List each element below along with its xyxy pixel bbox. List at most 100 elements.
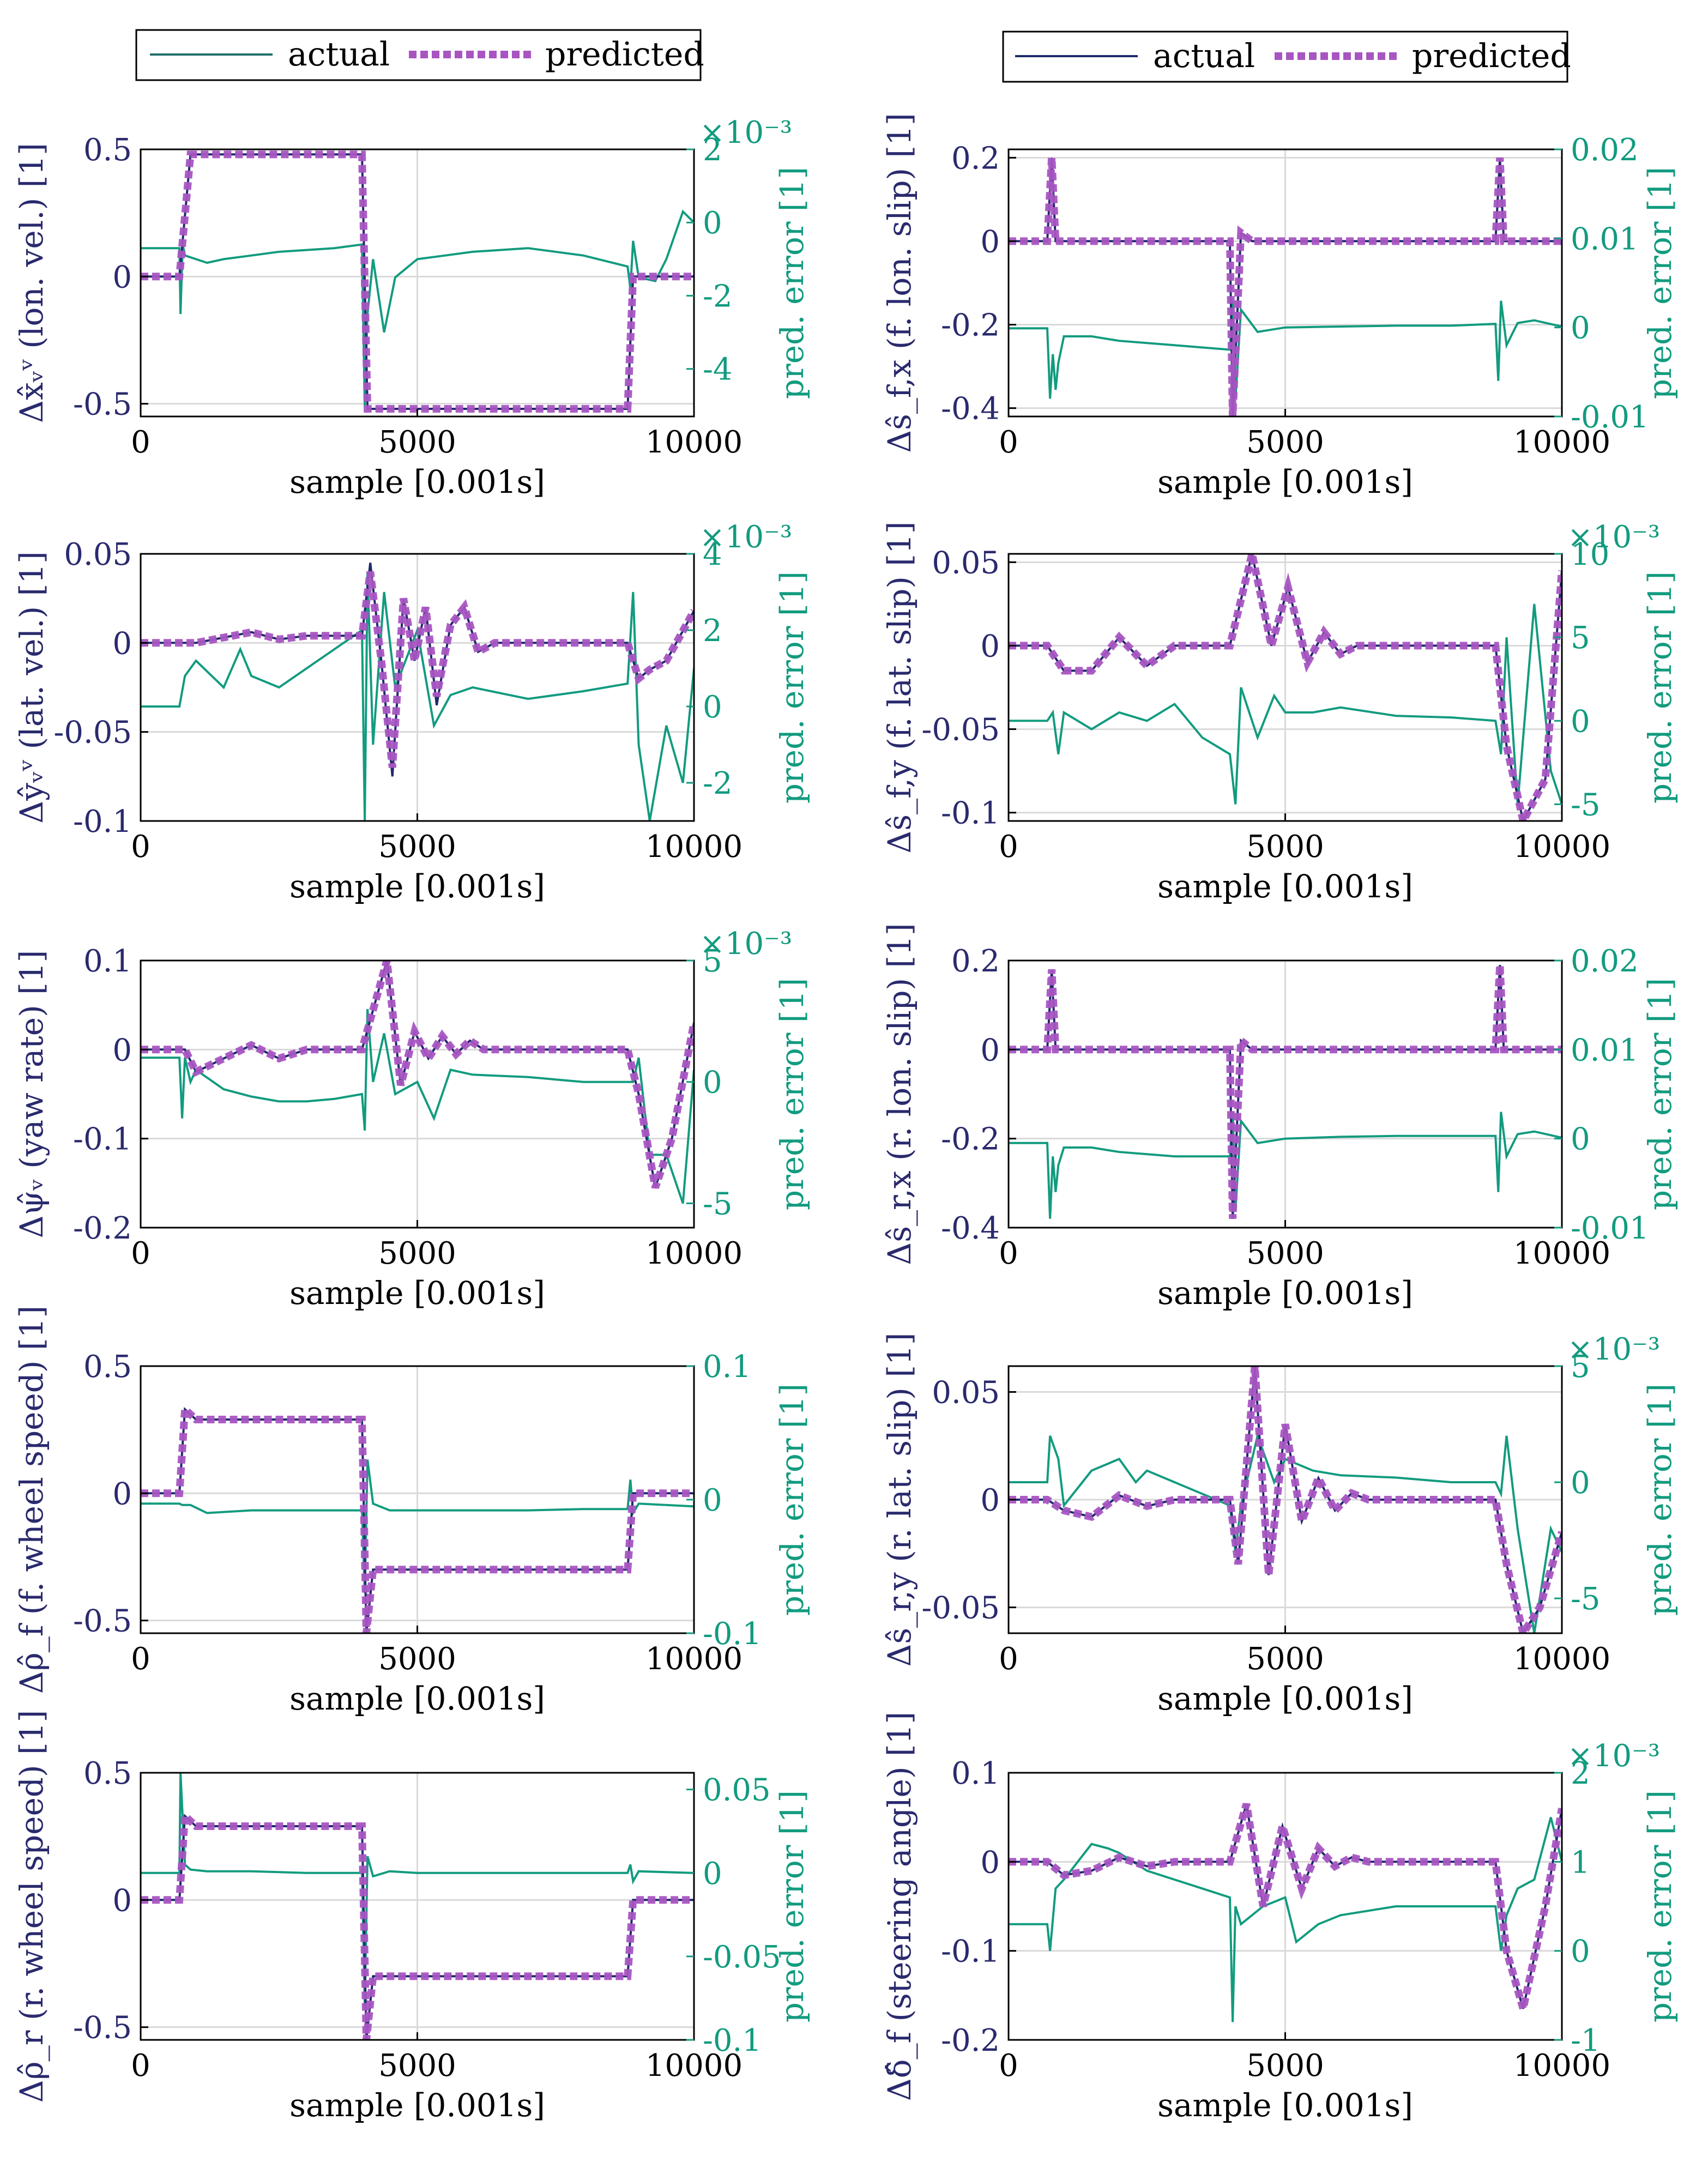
chart-p4: 0 5000 10000 0.05 0 -0.05 -0.1 10 5 0 -5 ×10⁻³ sampl… <box>881 520 1679 905</box>
y2-tick-label: 0 <box>703 1065 722 1101</box>
y2-tick-label: -5 <box>1571 1581 1601 1617</box>
x-tick-label: 10000 <box>1513 829 1610 865</box>
y2-tick-label: 0 <box>1571 311 1590 346</box>
x-tick-label: 0 <box>131 1236 150 1271</box>
series-error-line <box>1009 1817 1562 2022</box>
x-tick-label: 0 <box>131 425 150 460</box>
y-tick-label: 0 <box>112 1476 132 1512</box>
y-tick-label: -0.2 <box>941 2023 1000 2058</box>
series-error-line <box>141 1773 694 2007</box>
x-tick-label: 10000 <box>645 2048 743 2084</box>
y-tick-label: -0.05 <box>921 712 1000 748</box>
y-tick-label: -0.5 <box>73 387 132 422</box>
series-error-line <box>141 209 694 406</box>
series-group <box>1009 157 1562 416</box>
y-axis-label: Δŷᵥᵛ (lat. vel.) [1] <box>13 551 50 824</box>
series-predicted-line <box>1009 1366 1562 1633</box>
y-tick-label: 0 <box>980 1483 1000 1518</box>
x-tick-label: 5000 <box>1246 829 1324 865</box>
y2-tick-label: -2 <box>703 279 733 314</box>
y2-exponent-label: ×10⁻³ <box>699 520 792 555</box>
x-tick-label: 0 <box>999 1641 1018 1677</box>
x-tick-label: 0 <box>131 2048 150 2084</box>
x-tick-label: 5000 <box>378 1641 456 1677</box>
chart-p6: 0 5000 10000 0.2 0 -0.2 -0.4 0.02 0.01 0 -0.01 samp… <box>881 923 1679 1312</box>
y-tick-label: -0.4 <box>941 391 1000 427</box>
y2-tick-label: 0.02 <box>1571 132 1639 168</box>
y-tick-label: 0.2 <box>951 944 1000 979</box>
series-predicted-line <box>141 1401 694 1633</box>
y2-axis-label: pred. error [1] <box>774 167 811 399</box>
y2-tick-label: -0.1 <box>703 1616 762 1652</box>
y-axis-label: Δx̂ᵥᵛ (lon. vel.) [1] <box>13 143 50 423</box>
y-tick-label: -0.5 <box>73 1604 132 1639</box>
y-tick-label: -0.05 <box>921 1591 1000 1626</box>
y-tick-label: 0.2 <box>951 141 1000 176</box>
y2-tick-label: -5 <box>703 1186 733 1222</box>
y-tick-label: 0 <box>980 629 1000 664</box>
series-predicted-line <box>1009 157 1562 416</box>
y2-tick-label: 0.01 <box>1571 1032 1639 1068</box>
y2-exponent-label: ×10⁻³ <box>1567 1332 1660 1367</box>
legend-left: actual predicted <box>135 29 704 81</box>
y2-tick-label: -5 <box>1571 787 1601 823</box>
y-tick-label: -0.05 <box>53 715 132 751</box>
chart-p2: 0 5000 10000 0.2 0 -0.2 -0.4 0.02 0.01 0 -0.01 samp… <box>881 113 1679 500</box>
x-axis-label: sample [0.001s] <box>289 1680 545 1717</box>
y-tick-label: 0.5 <box>83 132 132 168</box>
y2-tick-label: 5 <box>1571 1349 1590 1385</box>
y-tick-label: -0.5 <box>73 2010 132 2046</box>
series-predicted-line <box>141 150 694 413</box>
y-tick-label: 0 <box>112 1883 132 1918</box>
y2-tick-label: 0.1 <box>703 1349 751 1385</box>
y-tick-label: 0.05 <box>932 1375 1000 1410</box>
chart-p10: 0 5000 10000 0.1 0 -0.1 -0.2 2 1 0 -1 ×10⁻³ sample [… <box>881 1712 1679 2124</box>
series-group <box>1009 964 1562 1219</box>
y2-tick-label: 0 <box>1571 1122 1590 1157</box>
y-tick-label: -0.1 <box>73 1122 132 1157</box>
y-axis-label: Δŝ_r,y (r. lat. slip) [1] <box>881 1332 918 1666</box>
series-group <box>1009 1803 1562 2022</box>
x-axis-label: sample [0.001s] <box>289 868 545 905</box>
y2-tick-label: -4 <box>703 352 733 388</box>
y2-tick-label: 0 <box>703 1483 722 1518</box>
y2-axis-label: pred. error [1] <box>1641 571 1679 804</box>
series-error-line <box>1009 300 1562 399</box>
y-tick-label: 0 <box>112 626 132 661</box>
series-group <box>1009 554 1562 821</box>
y2-tick-label: 0.05 <box>703 1773 771 1808</box>
x-tick-label: 0 <box>999 1236 1018 1271</box>
y2-tick-label: -0.1 <box>703 2023 762 2058</box>
y-tick-label: 0.05 <box>932 545 1000 581</box>
y-tick-label: 0 <box>980 224 1000 259</box>
y-axis-label: Δŝ_f,x (f. lon. slip) [1] <box>881 113 918 452</box>
y-tick-label: 0 <box>112 1032 132 1068</box>
y2-tick-label: 0 <box>703 206 722 241</box>
x-tick-label: 0 <box>131 1641 150 1677</box>
y2-exponent-label: ×10⁻³ <box>699 115 792 150</box>
legend-predicted-label: predicted <box>545 35 704 74</box>
legend-actual-label: actual <box>288 35 390 74</box>
y-tick-label: 0.5 <box>83 1349 132 1385</box>
series-predicted-line <box>1009 554 1562 821</box>
y2-tick-label: 0 <box>1571 1934 1590 1970</box>
y2-tick-label: -2 <box>703 766 733 801</box>
y2-tick-label: -0.05 <box>703 1940 781 1975</box>
x-axis-label: sample [0.001s] <box>289 1275 545 1312</box>
y-axis-label: Δψ̂ᵥ (yaw rate) [1] <box>13 950 50 1239</box>
y-tick-label: 0.1 <box>83 944 132 979</box>
y2-axis-label: pred. error [1] <box>774 1384 811 1616</box>
y-tick-label: 0.5 <box>83 1756 132 1791</box>
y-axis-label: Δρ̂_r (r. wheel speed) [1] <box>13 1710 50 2103</box>
y2-tick-label: -1 <box>1571 2023 1601 2058</box>
chart-p5: 0 5000 10000 0.1 0 -0.1 -0.2 5 0 -5 ×10⁻³ sample [0… <box>13 926 811 1312</box>
y2-tick-label: 10 <box>1571 537 1609 572</box>
x-tick-label: 0 <box>999 829 1018 865</box>
y-tick-label: 0 <box>980 1032 1000 1068</box>
x-tick-label: 5000 <box>1246 2048 1324 2084</box>
series-group <box>141 563 694 821</box>
